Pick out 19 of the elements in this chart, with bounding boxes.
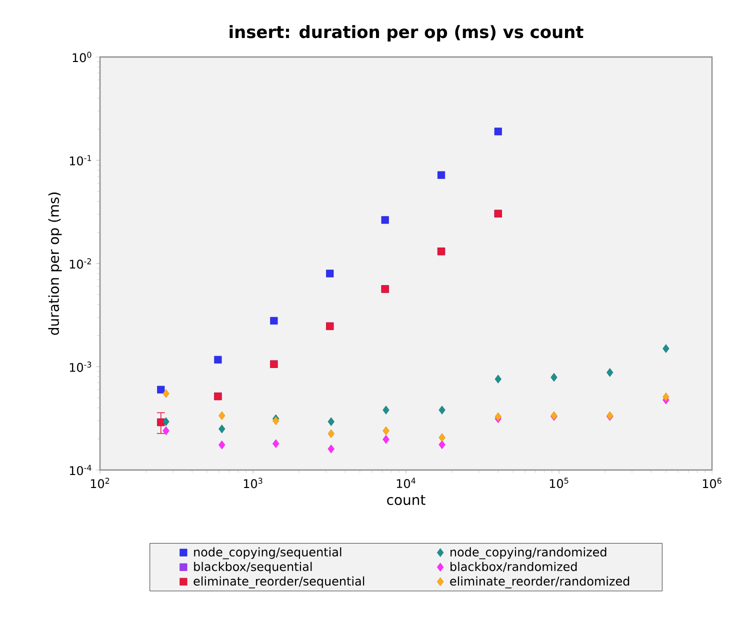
x-axis-title: count [387,495,426,506]
y-tick-label: 10$^{0}$ [72,52,92,62]
x-tick-label: 10$^{3}$ [244,478,262,488]
legend-label: node_copying/sequential [194,547,342,560]
chart-title: insert: duration per op (ms) vs count [230,25,584,42]
y-axis-title: duration per op (ms) [48,192,62,335]
legend-label: eliminate_reorder/sequential [194,576,364,588]
x-tick-label: 10$^{6}$ [702,478,722,488]
x-tick-label: 10$^{2}$ [90,478,110,488]
x-tick-label: 10$^{5}$ [550,478,568,488]
legend-label: node_copying/randomized [450,547,606,560]
y-tick-label: 10$^{-1}$ [70,155,92,166]
y-tick-label: 10$^{-2}$ [70,258,91,269]
y-tick-label: 10$^{-4}$ [70,464,92,476]
legend-label: blackbox/sequential [194,562,312,574]
y-tick-label: 10$^{-3}$ [70,362,92,372]
legend-label: eliminate_reorder/randomized [450,576,630,588]
x-tick-label: 10$^{4}$ [396,478,416,488]
legend-label: blackbox/randomized [450,562,577,572]
